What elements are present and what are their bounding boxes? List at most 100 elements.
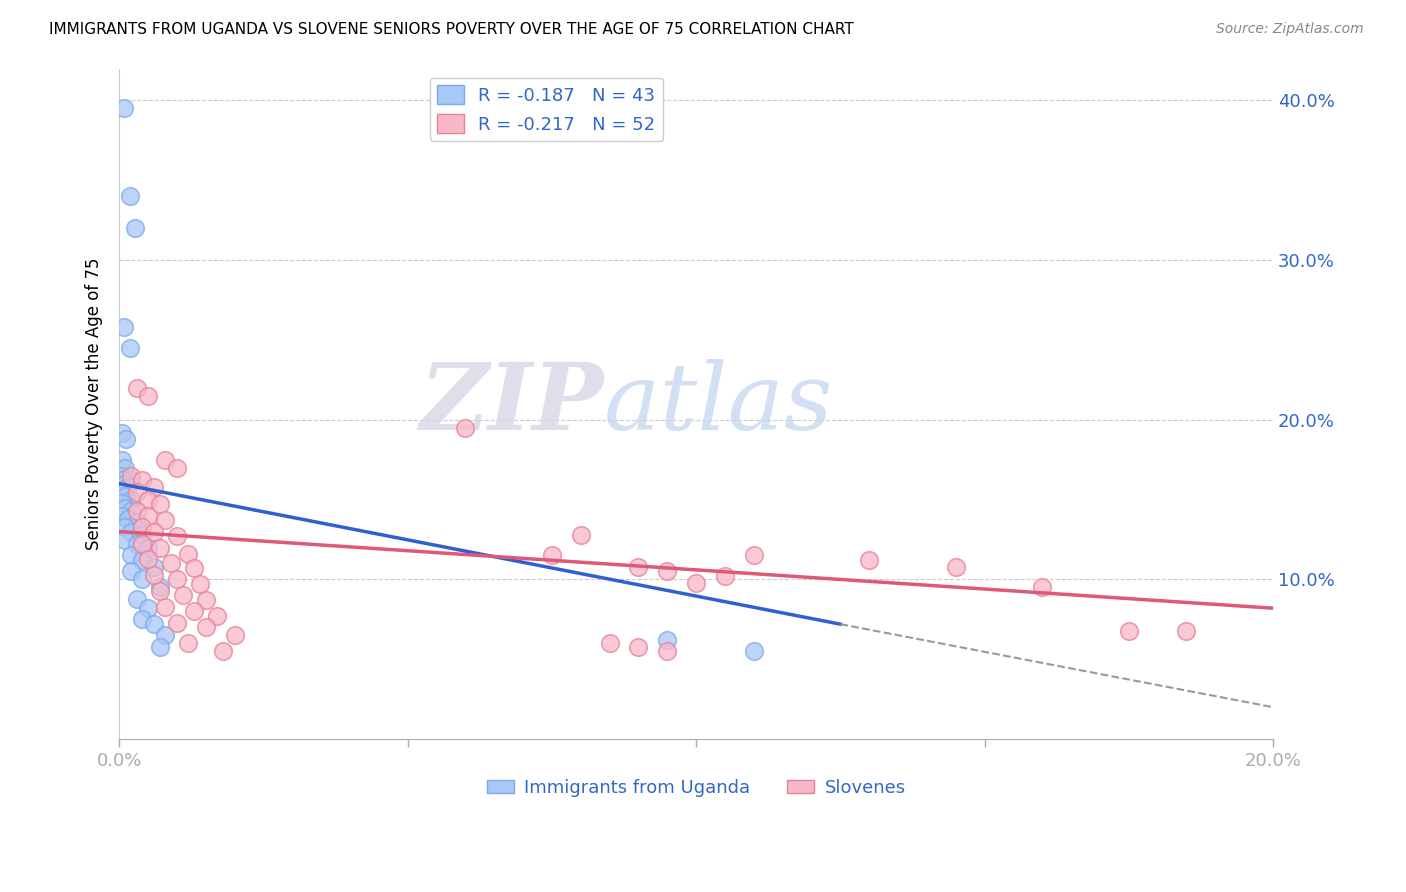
Point xyxy=(118,189,141,203)
Point xyxy=(136,551,159,566)
Point xyxy=(112,102,135,116)
Point xyxy=(142,567,165,582)
Point xyxy=(1118,624,1140,638)
Point xyxy=(166,529,188,543)
Point xyxy=(627,559,650,574)
Point xyxy=(131,474,153,488)
Point xyxy=(125,591,148,606)
Point xyxy=(111,425,134,440)
Point xyxy=(131,527,153,541)
Point xyxy=(131,520,153,534)
Point xyxy=(136,492,159,507)
Point xyxy=(599,636,621,650)
Point xyxy=(114,476,136,491)
Point xyxy=(183,561,205,575)
Point xyxy=(111,452,134,467)
Point xyxy=(131,553,153,567)
Point xyxy=(188,577,211,591)
Point xyxy=(685,575,707,590)
Point xyxy=(114,520,136,534)
Point xyxy=(111,496,134,510)
Text: Source: ZipAtlas.com: Source: ZipAtlas.com xyxy=(1216,22,1364,37)
Point xyxy=(118,341,141,355)
Legend: Immigrants from Uganda, Slovenes: Immigrants from Uganda, Slovenes xyxy=(479,772,912,804)
Text: ZIP: ZIP xyxy=(419,359,603,449)
Point xyxy=(177,547,200,561)
Point xyxy=(111,484,134,499)
Point xyxy=(155,599,177,614)
Point xyxy=(657,644,679,658)
Point xyxy=(858,553,880,567)
Point xyxy=(945,559,967,574)
Point xyxy=(115,432,138,446)
Point xyxy=(541,549,564,563)
Point xyxy=(149,497,172,511)
Point xyxy=(742,644,765,658)
Point xyxy=(120,492,142,507)
Point xyxy=(149,583,172,598)
Point xyxy=(183,604,205,618)
Point xyxy=(131,612,153,626)
Point xyxy=(120,474,142,488)
Point xyxy=(136,508,159,523)
Point xyxy=(1031,581,1053,595)
Point xyxy=(142,524,165,539)
Point xyxy=(166,460,188,475)
Point xyxy=(569,527,592,541)
Point xyxy=(120,565,142,579)
Point xyxy=(120,549,142,563)
Point xyxy=(714,569,737,583)
Point xyxy=(114,472,136,486)
Point xyxy=(124,221,146,235)
Point xyxy=(657,633,679,648)
Point xyxy=(194,620,217,634)
Point xyxy=(142,617,165,632)
Point xyxy=(194,593,217,607)
Point xyxy=(166,615,188,630)
Point xyxy=(120,504,142,518)
Point xyxy=(136,389,159,403)
Point xyxy=(142,480,165,494)
Text: atlas: atlas xyxy=(603,359,834,449)
Point xyxy=(166,573,188,587)
Point xyxy=(114,500,136,515)
Point xyxy=(117,512,139,526)
Point xyxy=(120,524,142,539)
Point xyxy=(125,381,148,395)
Y-axis label: Seniors Poverty Over the Age of 75: Seniors Poverty Over the Age of 75 xyxy=(86,258,103,550)
Point xyxy=(142,559,165,574)
Point xyxy=(111,468,134,483)
Point xyxy=(114,460,136,475)
Point xyxy=(114,533,136,547)
Point xyxy=(111,508,134,523)
Point xyxy=(177,636,200,650)
Point xyxy=(125,515,148,529)
Point xyxy=(224,628,246,642)
Point xyxy=(155,513,177,527)
Point xyxy=(136,601,159,615)
Point xyxy=(125,504,148,518)
Point xyxy=(657,565,679,579)
Point xyxy=(120,468,142,483)
Point xyxy=(131,537,153,551)
Text: IMMIGRANTS FROM UGANDA VS SLOVENE SENIORS POVERTY OVER THE AGE OF 75 CORRELATION: IMMIGRANTS FROM UGANDA VS SLOVENE SENIOR… xyxy=(49,22,853,37)
Point xyxy=(131,573,153,587)
Point xyxy=(149,541,172,555)
Point xyxy=(136,541,159,555)
Point xyxy=(125,484,148,499)
Point xyxy=(207,609,229,624)
Point xyxy=(454,421,477,435)
Point xyxy=(160,557,183,571)
Point xyxy=(155,452,177,467)
Point xyxy=(627,640,650,654)
Point xyxy=(149,581,172,595)
Point xyxy=(212,644,235,658)
Point xyxy=(125,537,148,551)
Point xyxy=(117,480,139,494)
Point xyxy=(149,640,172,654)
Point xyxy=(172,589,194,603)
Point xyxy=(112,320,135,334)
Point xyxy=(155,628,177,642)
Point xyxy=(742,549,765,563)
Point xyxy=(1175,624,1198,638)
